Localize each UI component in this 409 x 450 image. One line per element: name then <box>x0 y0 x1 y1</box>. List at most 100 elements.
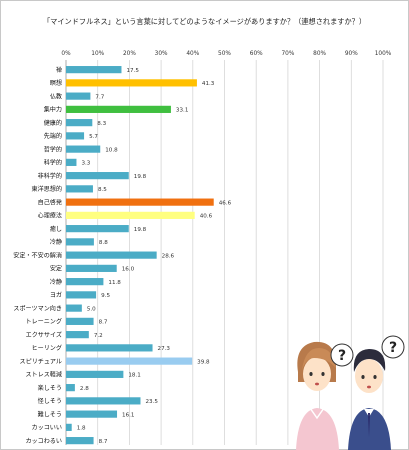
chart-title: 「マインドフルネス」という言葉に対してどのようなイメージがありますか？（連想され… <box>42 17 367 26</box>
category-label: 仏教 <box>50 92 62 100</box>
bar <box>66 317 94 325</box>
value-label: 8.7 <box>99 439 108 445</box>
value-label: 46.6 <box>219 200 232 206</box>
tick-label: 40% <box>186 51 199 57</box>
value-label: 5.0 <box>87 306 96 312</box>
bar <box>66 198 214 206</box>
bar <box>66 158 77 166</box>
value-label: 16.0 <box>122 267 135 273</box>
value-label: 8.8 <box>99 240 108 246</box>
category-label: エクササイズ <box>26 331 62 339</box>
tick-label: 90% <box>345 51 358 57</box>
category-label: スピリチュアル <box>20 358 62 365</box>
category-label: 安定・不安の解消 <box>13 251 62 259</box>
value-label: 19.8 <box>134 227 147 233</box>
bar-layer <box>66 66 214 445</box>
bar <box>66 264 117 272</box>
category-label: 哲学的 <box>44 145 62 153</box>
tick-label: 30% <box>155 51 168 57</box>
question-mark-left: ? <box>338 348 346 364</box>
bar <box>66 225 129 233</box>
category-label: 自己啓発 <box>38 198 62 206</box>
bar <box>66 185 93 193</box>
category-label: 冷静 <box>50 238 62 246</box>
tick-label: 80% <box>313 51 326 57</box>
category-label: 心理療法 <box>38 212 62 220</box>
bar <box>66 304 82 312</box>
value-label: 8.3 <box>97 121 106 127</box>
bar <box>66 132 85 140</box>
value-label: 41.3 <box>202 81 215 87</box>
bar <box>66 79 197 87</box>
category-label: 禅 <box>56 66 62 74</box>
tick-label: 100% <box>375 51 392 57</box>
value-label: 5.7 <box>89 134 98 140</box>
tick-label: 50% <box>218 51 231 57</box>
category-label: 健康的 <box>44 119 62 127</box>
value-label: 28.6 <box>162 253 175 259</box>
value-label: 33.1 <box>176 108 189 114</box>
woman-figure <box>296 341 339 450</box>
category-label: 癒し <box>50 225 62 233</box>
category-label: 東洋思想的 <box>32 185 62 193</box>
bar <box>66 211 195 219</box>
value-label: 17.5 <box>126 68 139 74</box>
bar <box>66 357 193 365</box>
category-label: スポーツマン向き <box>13 304 62 312</box>
category-label: 難しそう <box>38 410 62 418</box>
question-mark-right: ? <box>389 340 397 356</box>
tick-label: 10% <box>91 51 104 57</box>
value-label: 11.8 <box>108 280 121 286</box>
bar <box>66 384 75 392</box>
category-label: カッコいい <box>32 425 62 432</box>
value-label: 7.2 <box>94 333 103 339</box>
category-label: 安定 <box>50 265 62 273</box>
bar <box>66 423 72 431</box>
man-figure <box>348 349 391 450</box>
bar <box>66 344 153 352</box>
category-label: ヨガ <box>50 291 62 299</box>
bar <box>66 370 124 378</box>
category-label: ヒーリング <box>32 344 62 352</box>
bar <box>66 172 129 180</box>
bar <box>66 331 89 339</box>
value-label: 23.5 <box>145 399 158 405</box>
bar <box>66 119 93 127</box>
value-label: 10.8 <box>105 147 118 153</box>
bar <box>66 66 122 74</box>
bar <box>66 92 91 100</box>
value-label: 1.8 <box>77 426 86 432</box>
value-label: 40.6 <box>200 214 213 220</box>
category-label: 非科学的 <box>38 172 62 180</box>
bar <box>66 238 94 246</box>
tick-label: 60% <box>250 51 263 57</box>
bar <box>66 145 101 153</box>
label-layer: 0% 10% 20% 30% 40% 50% 60% 70% 80% 90% 100% 禅 17.5 瞑想… <box>13 51 392 445</box>
value-label: 18.1 <box>128 373 141 379</box>
category-label: 先端的 <box>44 132 62 140</box>
category-label: 怪しそう <box>38 397 62 405</box>
tick-label: 20% <box>123 51 136 57</box>
value-label: 9.5 <box>101 293 110 299</box>
question-bubble-left: ? <box>330 343 354 367</box>
people-illustration: ? ? <box>296 335 405 450</box>
value-label: 27.3 <box>158 346 171 352</box>
value-label: 39.8 <box>197 359 210 365</box>
value-label: 2.8 <box>80 386 89 392</box>
question-bubble-right: ? <box>381 335 405 359</box>
tick-label: 70% <box>281 51 294 57</box>
bar <box>66 278 104 286</box>
value-label: 8.7 <box>99 320 108 326</box>
category-label: 瞑想 <box>50 79 62 87</box>
category-label: 楽しそう <box>38 384 62 392</box>
tick-label: 0% <box>61 51 71 57</box>
value-label: 8.5 <box>98 187 107 193</box>
bar <box>66 105 171 113</box>
value-label: 7.7 <box>95 94 104 100</box>
value-label: 19.8 <box>134 174 147 180</box>
bar <box>66 437 94 445</box>
bar <box>66 397 141 405</box>
bar <box>66 251 157 259</box>
category-label: ストレス軽減 <box>25 371 62 379</box>
